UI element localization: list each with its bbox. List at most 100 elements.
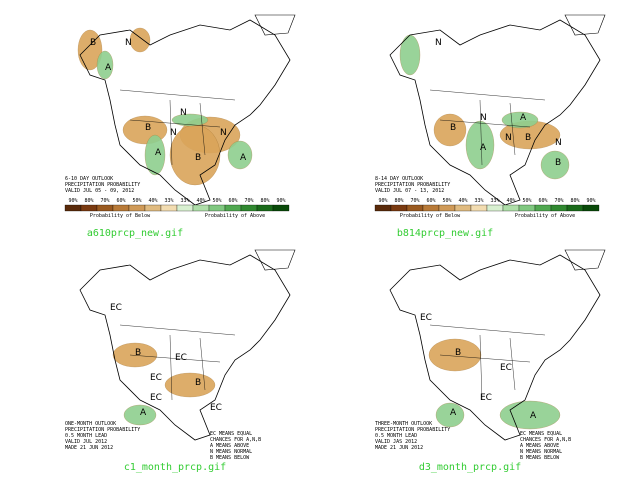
legend-swatch [470, 204, 488, 212]
legend-swatch [486, 204, 504, 212]
outlook-title: PRECIPITATION PROBABILITY [375, 182, 450, 188]
legend-swatch [566, 204, 584, 212]
region-label: B [195, 378, 201, 388]
region-label: N [480, 113, 487, 123]
map-key: A MEANS ABOVE [210, 443, 249, 449]
legend-swatch [582, 204, 600, 212]
outlook-title: VALID JAS 2012 [375, 439, 417, 445]
legend-tick: 40% [148, 198, 157, 204]
legend-tick: 70% [554, 198, 563, 204]
outlook-area [399, 34, 421, 76]
legend-tick: 33% [474, 198, 483, 204]
region-label: EC [150, 393, 162, 403]
legend-tick: 50% [212, 198, 221, 204]
legend-swatch [256, 204, 274, 212]
region-label: EC [210, 403, 222, 413]
region-label: A [520, 113, 527, 123]
legend-swatch [550, 204, 568, 212]
legend-tick: 60% [426, 198, 435, 204]
legend-below: Probability of Below [90, 213, 151, 219]
legend-swatch [144, 204, 162, 212]
legend-swatch [454, 204, 472, 212]
legend-swatch [438, 204, 456, 212]
region-label: B [525, 133, 531, 143]
region-label: EC [480, 393, 492, 403]
legend-tick: 60% [538, 198, 547, 204]
outlook-area [112, 342, 158, 368]
image-caption: c1_month_prcp.gif [124, 462, 226, 473]
legend-tick: 90% [276, 198, 285, 204]
outlook-area [501, 111, 539, 129]
outlook-area [171, 113, 209, 127]
region-label: B [145, 123, 151, 133]
region-label: A [530, 411, 537, 421]
map-key: B MEANS BELOW [520, 455, 560, 461]
legend-below: Probability of Below [400, 213, 461, 219]
outlook-area [227, 140, 253, 170]
outlook-area [96, 50, 114, 80]
legend-tick: 50% [442, 198, 451, 204]
legend-tick: 33% [180, 198, 189, 204]
legend-swatch [80, 204, 98, 212]
outlook-title: VALID JUL 2012 [65, 439, 107, 445]
region-label: B [90, 38, 96, 48]
legend-tick: 80% [84, 198, 93, 204]
outlook-title: 6-10 DAY OUTLOOK [65, 176, 113, 182]
outlook-area [433, 113, 467, 147]
legend-above: Probability of Above [205, 213, 265, 219]
legend-swatch [192, 204, 210, 212]
outlook-area [144, 134, 166, 176]
legend-swatch [176, 204, 194, 212]
image-caption: b814prcp_new.gif [397, 228, 493, 239]
region-label: A [105, 63, 112, 73]
legend-swatch [374, 204, 392, 212]
legend-swatch [406, 204, 424, 212]
map-key: B MEANS BELOW [210, 455, 250, 461]
outlook-title: MADE 21 JUN 2012 [65, 445, 113, 451]
legend-tick: 60% [228, 198, 237, 204]
outlook-title: PRECIPITATION PROBABILITY [375, 427, 450, 433]
outlook-area [164, 372, 216, 398]
legend-tick: 50% [132, 198, 141, 204]
map-key: A MEANS ABOVE [520, 443, 559, 449]
legend-tick: 80% [260, 198, 269, 204]
region-label: A [140, 408, 147, 418]
outlook-title: THREE-MONTH OUTLOOK [375, 421, 432, 427]
image-caption: a610prcp_new.gif [87, 228, 183, 239]
region-label: N [220, 128, 227, 138]
region-label: EC [175, 353, 187, 363]
region-label: N [505, 133, 512, 143]
region-label: B [450, 123, 456, 133]
region-label: A [480, 143, 487, 153]
outlook-title: 0.5 MONTH LEAD [65, 433, 107, 439]
image-caption: d3_month_prcp.gif [419, 462, 521, 473]
region-label: A [240, 153, 247, 163]
map-key: EC MEANS EQUAL [210, 431, 252, 437]
region-label: EC [150, 373, 162, 383]
legend-above: Probability of Above [515, 213, 575, 219]
legend-tick: 33% [490, 198, 499, 204]
outlook-area [540, 150, 570, 180]
outlook-area [435, 402, 465, 428]
legend-swatch [390, 204, 408, 212]
outlook-title: ONE-MONTH OUTLOOK [65, 421, 116, 427]
map-panel: EC B EC A A EC THREE-MONTH OUTLOOKPRECIPITATIO… [375, 249, 606, 461]
legend-swatch [534, 204, 552, 212]
region-label: EC [110, 303, 122, 313]
region-label: B [455, 348, 461, 358]
legend-tick: 70% [410, 198, 419, 204]
legend-swatch [208, 204, 226, 212]
region-label: N [125, 38, 132, 48]
region-label: A [155, 148, 162, 158]
legend-tick: 80% [570, 198, 579, 204]
legend-swatch [224, 204, 242, 212]
legend-tick: 90% [68, 198, 77, 204]
outlook-area [77, 29, 103, 71]
region-label: N [170, 128, 177, 138]
map-key: N MEANS NORMAL [520, 449, 562, 455]
legend-tick: 70% [244, 198, 253, 204]
map-key: CHANCES FOR A,N,B [210, 437, 261, 443]
outlook-title: PRECIPITATION PROBABILITY [65, 182, 140, 188]
outlook-area [129, 27, 151, 53]
